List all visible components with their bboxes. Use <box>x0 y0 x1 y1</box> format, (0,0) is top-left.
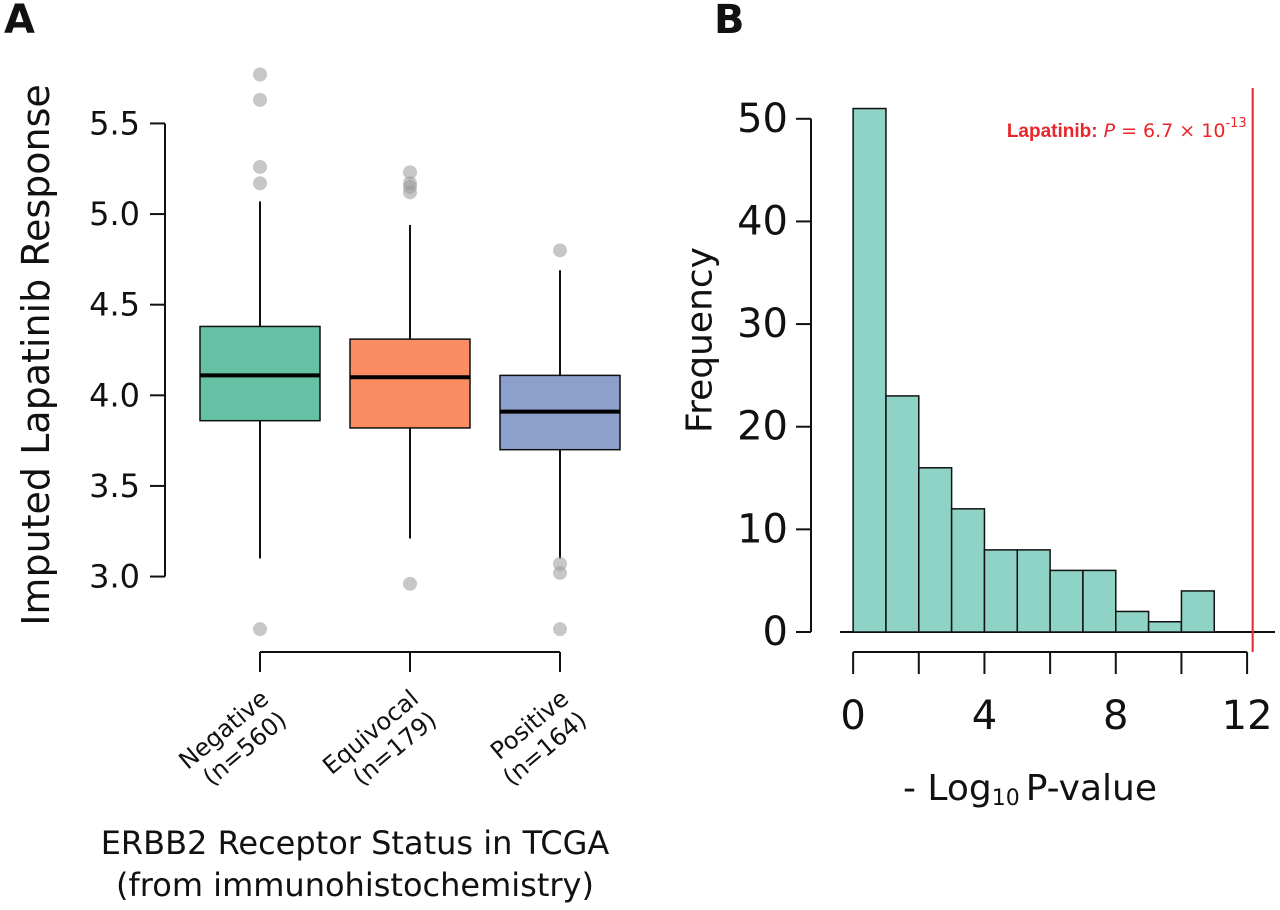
y-tick-label: 4.5 <box>89 286 140 324</box>
x-axis-label: (from immunohistochemistry) <box>116 866 594 904</box>
y-tick-label: 0 <box>763 609 788 655</box>
y-tick-label: 10 <box>737 506 788 552</box>
bar <box>1082 569 1117 633</box>
outlier <box>403 185 417 200</box>
outlier <box>553 565 567 580</box>
bar <box>918 467 953 633</box>
bar <box>1016 549 1051 633</box>
y-tick-label: 4.0 <box>89 376 140 414</box>
outlier <box>253 159 267 174</box>
outlier <box>253 67 267 82</box>
y-tick-label: 50 <box>737 96 788 142</box>
y-tick-label: 20 <box>737 404 788 450</box>
y-tick-label: 5.5 <box>89 104 140 142</box>
x-tick-label: Negative(n=560) <box>173 684 292 791</box>
x-tick-label: 0 <box>840 693 865 739</box>
outlier <box>553 622 567 637</box>
outlier <box>403 576 417 591</box>
x-axis-label: - Log10 P-value <box>903 768 1157 811</box>
annotation-symbol: P <box>1104 120 1116 142</box>
bar <box>1115 610 1150 633</box>
y-axis-label: Frequency <box>680 247 721 433</box>
bar <box>852 107 887 633</box>
y-tick-label: 5.0 <box>89 195 140 233</box>
x-tick-label: Positive(n=164) <box>485 684 592 791</box>
outlier <box>253 92 267 107</box>
y-tick-label: 3.5 <box>89 467 140 505</box>
x-tick-label: 4 <box>972 693 997 739</box>
y-tick-label: 40 <box>737 198 788 244</box>
bar <box>950 508 986 633</box>
x-axis-label: ERBB2 Receptor Status in TCGA <box>101 824 610 862</box>
y-tick-label: 3.0 <box>89 558 140 596</box>
annotation: Lapatinib: P = 6.7 × 10-13 <box>1007 116 1247 143</box>
bar <box>885 395 920 633</box>
box <box>349 338 471 429</box>
bar <box>1049 569 1084 633</box>
outlier <box>553 243 567 258</box>
x-tick-label: 8 <box>1103 693 1128 739</box>
x-tick-label: Equivocal(n=179) <box>317 684 442 791</box>
outlier <box>253 176 267 191</box>
annotation-text: = 6.7 × 10 <box>1121 120 1225 142</box>
x-label-suffix: P-value <box>1026 768 1157 809</box>
x-label-text: - Log <box>903 768 992 809</box>
x-label-subscript: 10 <box>992 786 1020 811</box>
x-tick-label: 12 <box>1222 693 1273 739</box>
y-axis-label: Imputed Lapatinib Response <box>14 84 58 626</box>
outlier <box>403 165 417 180</box>
bar <box>983 549 1019 633</box>
panel-label: A <box>4 0 35 43</box>
annotation-exponent: -13 <box>1225 116 1246 131</box>
panel-label: B <box>714 0 745 43</box>
annotation-label: Lapatinib: <box>1007 121 1098 142</box>
bar <box>1147 620 1183 633</box>
y-tick-label: 30 <box>737 301 788 347</box>
bar <box>1180 590 1216 633</box>
outlier <box>253 622 267 637</box>
